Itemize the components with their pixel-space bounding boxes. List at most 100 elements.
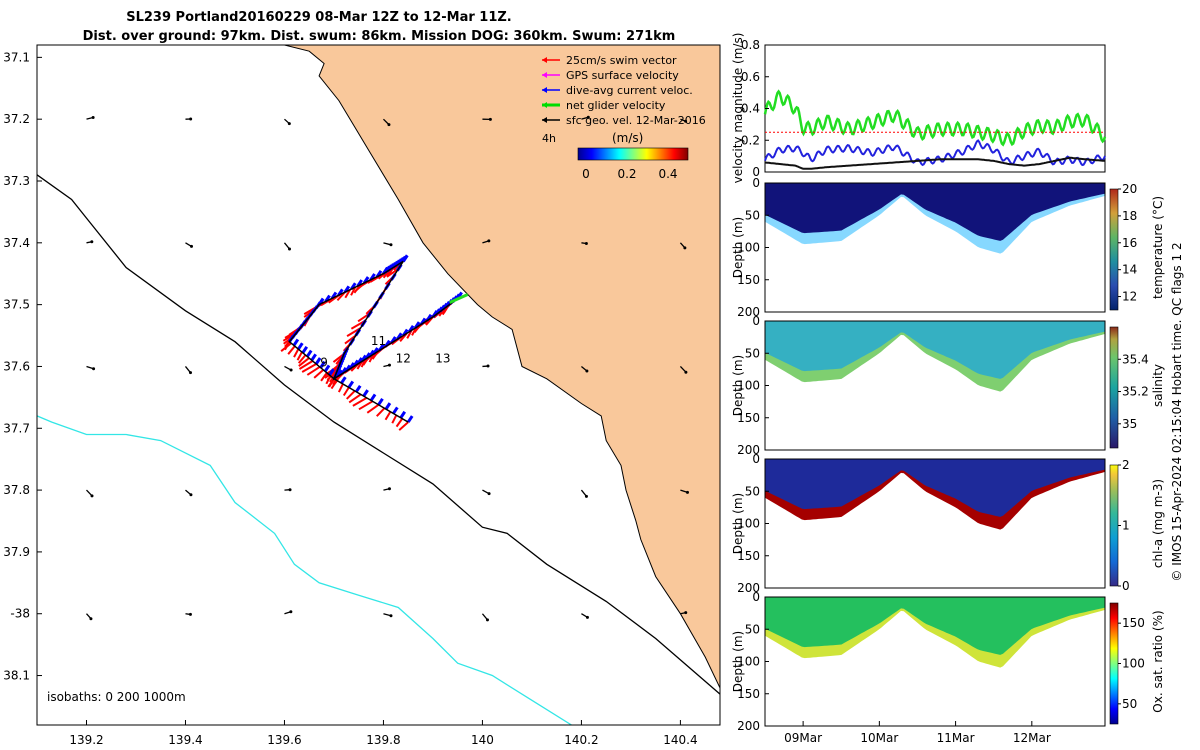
geo-vector-head — [188, 371, 192, 375]
day-label-1: 11 — [371, 334, 386, 348]
swim-vector — [352, 396, 368, 407]
colorbar-label: chl-a (mg m-3) — [1151, 479, 1165, 568]
current-vector — [369, 393, 377, 402]
ctick-label: 18 — [1122, 209, 1137, 223]
ctick-label: 35.2 — [1122, 385, 1149, 399]
latitude-ticks: 37.1 37.2 37.3 37.4 37.5 37.6 37.7 37.8 37.9 -38 3… — [3, 50, 42, 683]
section-layer — [765, 597, 1105, 655]
colorbar-tick: 0.4 — [658, 167, 677, 181]
velocity-frame — [764, 44, 1106, 173]
current-vector — [377, 397, 384, 406]
speed-colorbar-ticks: 0 0.2 0.4 — [582, 167, 677, 181]
geo-vector-head — [584, 242, 588, 246]
swim-vector — [348, 393, 362, 404]
depth-ylabel: Depth (m) — [731, 217, 745, 278]
current-vector — [319, 360, 326, 369]
time-tick-label: 12Mar — [1013, 731, 1051, 745]
time-tick-label: 09Mar — [784, 731, 822, 745]
depth-tick-label: 100 — [737, 655, 760, 669]
velocity-panel: 0 0.2 0.4 0.6 0.8 velocity magnitude (m/s) — [731, 33, 1107, 183]
geo-vector-head — [586, 115, 590, 119]
current-vector — [392, 406, 399, 415]
section-layer — [765, 321, 1105, 379]
geo-vector-head — [90, 494, 94, 498]
lat-tick-label: 37.2 — [3, 112, 30, 126]
geo-vector-head — [287, 247, 291, 251]
lat-tick-label: 37.8 — [3, 483, 30, 497]
current-vector — [401, 254, 409, 263]
swim-vector — [298, 357, 310, 367]
colorbar-tick: 0.2 — [617, 167, 636, 181]
day-labels: 9 11 12 13 — [320, 334, 450, 370]
depth-tick-label: 150 — [737, 687, 760, 701]
swim-vector — [342, 386, 350, 397]
geo-vector-head — [486, 364, 490, 368]
ctick-label: 16 — [1122, 236, 1137, 250]
current-vector — [310, 353, 317, 362]
depth-tick-label: 200 — [737, 581, 760, 595]
vel-ytick-label: 0.4 — [741, 102, 760, 116]
legend-label-3: net glider velocity — [566, 99, 666, 112]
current-vector — [340, 376, 347, 384]
ctick-label: 1 — [1122, 519, 1130, 533]
geo-vector-head — [389, 243, 393, 247]
depth-tick-label: 200 — [737, 443, 760, 457]
day-label-3: 13 — [435, 352, 450, 366]
depth-tick-label: 100 — [737, 241, 760, 255]
current-vector — [314, 357, 322, 365]
depth-tick-label: 200 — [737, 719, 760, 733]
current-vector — [347, 380, 355, 389]
swim-vector — [298, 360, 314, 370]
day-label-0: 9 — [320, 355, 328, 369]
time-tick-label: 10Mar — [860, 731, 898, 745]
geo-vector-head — [487, 239, 491, 243]
swim-vector — [376, 407, 386, 417]
velocity-series — [763, 89, 1107, 170]
depth-tick-label: 100 — [737, 379, 760, 393]
vel-ytick-label: 0.8 — [741, 38, 760, 52]
ctick-label: 20 — [1122, 182, 1137, 196]
legend-scale-label: 4h — [542, 132, 556, 145]
swim-vector — [358, 400, 374, 411]
swim-vector — [346, 390, 356, 400]
ctick-label: 2 — [1122, 458, 1130, 472]
current-vector — [362, 389, 369, 397]
depth-tick-label: 200 — [737, 305, 760, 319]
map-legend: 25cm/s swim vector GPS surface velocity di… — [542, 54, 706, 127]
depth-tick-label: 0 — [752, 176, 760, 190]
lon-tick-label: 140 — [471, 733, 494, 747]
net-velocity-arrow — [449, 293, 469, 304]
colorbar-tick: 0 — [582, 167, 590, 181]
isobath-label: isobaths: 0 200 1000m — [47, 690, 186, 704]
lat-tick-label: 38.1 — [3, 669, 30, 683]
swim-vector — [337, 383, 344, 393]
geo-vector-head — [387, 487, 391, 491]
geo-vector-head — [683, 246, 687, 250]
current-vector — [354, 384, 362, 393]
legend-arrowhead-3 — [542, 102, 547, 108]
depth-tick-label: 50 — [745, 208, 760, 222]
depth-tick-label: 0 — [752, 452, 760, 466]
depth-tick-label: 50 — [745, 622, 760, 636]
geo-vector-head — [90, 240, 94, 244]
section-panel-2: 0 50 100 150 200 Depth (m) 0 1 2 chl-a (mg m-3) — [731, 452, 1165, 595]
lat-tick-label: 37.3 — [3, 174, 30, 188]
legend-label-1: GPS surface velocity — [566, 69, 679, 82]
section-panel-0: 0 50 100 150 200 Depth (m) 12 14 16 18 20 temperatu… — [731, 176, 1165, 319]
speed-colorbar — [577, 147, 689, 161]
velocity-series-3 — [764, 156, 1106, 170]
depth-tick-label: 100 — [737, 517, 760, 531]
depth-tick-label: 50 — [745, 484, 760, 498]
legend-label-4: sfc geo. vel. 12-Mar-2016 — [566, 114, 706, 127]
colorbar-label: salinity — [1151, 364, 1165, 407]
coastline — [284, 45, 720, 689]
legend-label-2: dive-avg current veloc. — [566, 84, 693, 97]
legend-arrowhead-4 — [542, 117, 547, 123]
depth-tick-label: 50 — [745, 346, 760, 360]
time-tick-label: 11Mar — [937, 731, 975, 745]
depth-tick-label: 150 — [737, 411, 760, 425]
swim-vector — [296, 351, 303, 361]
